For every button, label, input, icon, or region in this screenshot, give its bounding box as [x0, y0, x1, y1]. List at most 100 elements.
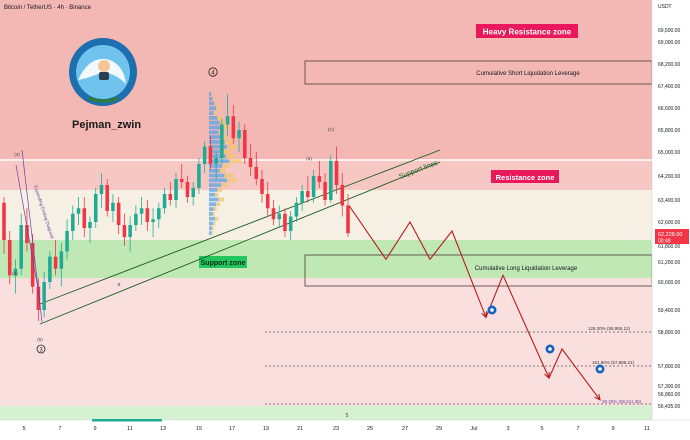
- svg-text:4: 4: [211, 71, 215, 77]
- x-tick-label: 7: [576, 426, 579, 432]
- y-tick-label: 69,000.00: [658, 40, 680, 46]
- volume-bar-sell: [221, 183, 228, 187]
- x-tick-label: 11: [127, 426, 133, 432]
- wave-label-4-small: (4): [14, 152, 20, 157]
- x-axis-ticks: 5 7 9 11 13 15 17 19 21 23 25 27 29 Jul 3 5 7 9 11: [22, 426, 649, 432]
- volume-bar-sell: [221, 135, 228, 139]
- volume-bar-sell: [227, 144, 238, 149]
- volume-bar-buy: [209, 212, 213, 216]
- volume-bar-sell: [217, 116, 223, 120]
- candle-body: [220, 124, 224, 158]
- resistance-label-bg: [491, 170, 559, 183]
- volume-bar-buy: [209, 207, 214, 211]
- candle-body: [139, 208, 144, 214]
- long-liq-label: Cumulative Long Liquidation Leverage: [475, 266, 578, 272]
- price-scale[interactable]: [652, 0, 690, 420]
- candle-body: [271, 208, 276, 220]
- x-tick-label: 17: [229, 426, 235, 432]
- volume-bar-buy: [209, 188, 218, 192]
- y-axis-ticks: 69,500.00 69,000.00 68,200.00 67,400.00 66,6…: [658, 28, 680, 410]
- volume-bar-buy: [209, 197, 219, 202]
- support-line-lower: [39, 161, 441, 325]
- candle-body: [13, 268, 18, 276]
- y-tick-label: 61,800.00: [658, 244, 680, 250]
- y-tick-label: 62,600.00: [658, 220, 680, 226]
- volume-bar-sell: [224, 140, 234, 144]
- volume-bar-sell: [212, 212, 215, 216]
- candle-body: [179, 179, 184, 182]
- volume-bar-sell: [212, 226, 214, 231]
- candle-body: [323, 182, 327, 200]
- volume-bar-sell: [222, 125, 230, 130]
- target-marker-2[interactable]: [545, 344, 555, 354]
- y-tick-label: 66,600.00: [658, 106, 680, 112]
- x-tick-label: 9: [611, 426, 614, 432]
- time-axis[interactable]: [0, 420, 690, 435]
- candle-body: [93, 194, 98, 222]
- volume-bar-buy: [209, 202, 217, 207]
- candle-body: [300, 191, 304, 203]
- volume-bar-sell: [211, 231, 213, 235]
- candle-body: [122, 225, 127, 237]
- volume-bar-buy: [209, 173, 225, 178]
- candle-body: [191, 188, 195, 197]
- short-liq-label: Cumulative Short Liquidation Leverage: [476, 71, 580, 77]
- target-marker-1[interactable]: [487, 305, 497, 315]
- x-tick-label: 23: [333, 426, 339, 432]
- wave-label-5-small: (5): [37, 337, 43, 342]
- candle-body: [7, 240, 12, 276]
- candle-body: [197, 164, 201, 188]
- candle-body: [134, 213, 138, 225]
- candle-body: [340, 185, 345, 206]
- candle-body: [317, 176, 322, 182]
- volume-bar-sell: [217, 188, 223, 192]
- y-tick-label: 58,800.00: [658, 330, 680, 336]
- candle-body: [329, 161, 333, 200]
- candle-body: [288, 216, 293, 231]
- y-tick-label: 69,500.00: [658, 28, 680, 34]
- y-tick-label: 57,300.00: [658, 384, 680, 390]
- wave-label-4: 4: [208, 67, 218, 77]
- candle-body: [65, 231, 69, 252]
- candle-body: [111, 202, 115, 211]
- candle-body: [277, 213, 281, 220]
- current-price-tag[interactable]: [655, 229, 689, 244]
- candle-body: [294, 202, 299, 217]
- y-tick-label: 64,200.00: [658, 174, 680, 180]
- candle-body: [2, 202, 6, 240]
- candle-body: [88, 222, 92, 228]
- volume-bar-buy: [209, 144, 227, 149]
- candle-body: [151, 219, 155, 222]
- fib-label-2: 161.80% (57,886.21): [592, 360, 635, 365]
- volume-bar-buy: [209, 164, 223, 168]
- y-tick-label: 60,600.00: [658, 280, 680, 286]
- candle-body: [202, 146, 207, 164]
- candle-body: [283, 213, 287, 231]
- target-marker-3[interactable]: [595, 364, 605, 374]
- x-tick-label: 15: [196, 426, 202, 432]
- volume-bar-sell: [222, 164, 230, 168]
- volume-bar-buy: [209, 120, 220, 125]
- volume-bar-sell: [213, 207, 217, 211]
- wave-label-c: (C): [328, 127, 335, 132]
- volume-bar-sell: [224, 173, 234, 178]
- projection-arrowhead: [594, 393, 601, 401]
- support-line-upper: [39, 149, 441, 305]
- volume-bar-sell: [213, 111, 217, 115]
- heavy-resistance-label: Heavy Resistance zone: [483, 28, 572, 37]
- candle-body: [265, 194, 270, 209]
- candle-body: [82, 208, 87, 228]
- volume-bar-sell: [212, 96, 215, 101]
- candle-body: [208, 146, 213, 164]
- candle-body: [168, 194, 173, 200]
- candle-body: [53, 256, 58, 269]
- volume-bar-buy: [209, 101, 215, 106]
- candles: [2, 94, 350, 321]
- volume-bar-sell: [215, 216, 219, 221]
- candle-body: [306, 191, 310, 197]
- candle-body: [225, 116, 230, 125]
- candle-body: [334, 161, 339, 185]
- volume-bar-sell: [229, 159, 242, 163]
- projection-path: [15, 149, 601, 401]
